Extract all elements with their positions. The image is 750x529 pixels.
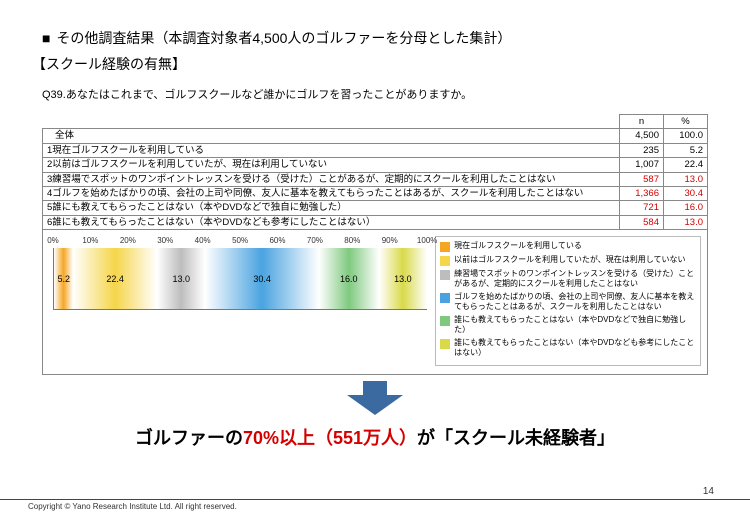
- table-row: 4ゴルフを始めたばかりの頃、会社の上司や同僚、友人に基本を教えてもらったことはあ…: [43, 186, 708, 200]
- row-total-n: 4,500: [620, 129, 664, 143]
- axis-tick: 20%: [120, 236, 136, 245]
- legend-swatch: [440, 316, 450, 326]
- legend-item: 現在ゴルフスクールを利用している: [440, 241, 696, 252]
- row-label: 5誰にも教えてもらったことはない（本やDVDなどで独自に勉強した）: [43, 201, 620, 215]
- legend-item: 練習場でスポットのワンポイントレッスンを受ける（受けた）ことがあるが、定期的にス…: [440, 269, 696, 289]
- bar-segment: 13.0: [157, 248, 206, 309]
- row-n: 587: [620, 172, 664, 186]
- conclusion-emph: 70%以上（551万人）: [243, 428, 417, 448]
- axis-tick: 70%: [307, 236, 323, 245]
- legend-swatch: [440, 270, 450, 280]
- slide-subtitle: 【スクール経験の有無】: [32, 54, 708, 74]
- axis-tick: 80%: [344, 236, 360, 245]
- row-total-pct: 100.0: [664, 129, 708, 143]
- row-pct: 13.0: [664, 215, 708, 229]
- axis-tick: 90%: [382, 236, 398, 245]
- legend-swatch: [440, 339, 450, 349]
- table-row: 2以前はゴルフスクールを利用していたが、現在は利用していない1,00722.4: [43, 158, 708, 172]
- down-arrow-icon: [42, 381, 708, 418]
- legend-label: 誰にも教えてもらったことはない（本やDVDなども参考にしたことはない）: [454, 338, 696, 358]
- row-label: 4ゴルフを始めたばかりの頃、会社の上司や同僚、友人に基本を教えてもらったことはあ…: [43, 186, 620, 200]
- legend-label: 現在ゴルフスクールを利用している: [454, 241, 582, 252]
- question-text: Q39.あなたはこれまで、ゴルフスクールなど誰かにゴルフを習ったことがありますか…: [42, 86, 708, 102]
- legend-item: 誰にも教えてもらったことはない（本やDVDなどで独自に勉強した）: [440, 315, 696, 335]
- axis-tick: 50%: [232, 236, 248, 245]
- axis-tick: 40%: [195, 236, 211, 245]
- row-n: 721: [620, 201, 664, 215]
- legend-label: ゴルフを始めたばかりの頃、会社の上司や同僚、友人に基本を教えてもらったことはある…: [454, 292, 696, 312]
- conclusion-text: ゴルファーの70%以上（551万人）が「スクール未経験者」: [42, 424, 708, 450]
- result-table: n % 全体 4,500 100.0 1現在ゴルフスクールを利用している2355…: [42, 114, 708, 230]
- conclusion-p1: ゴルファーの: [135, 428, 243, 448]
- bar-segment: 13.0: [379, 248, 428, 309]
- row-n: 1,366: [620, 186, 664, 200]
- title-text: その他調査結果（本調査対象者4,500人のゴルファーを分母とした集計）: [56, 30, 511, 46]
- row-label: 3練習場でスポットのワンポイントレッスンを受ける（受けた）ことがあるが、定期的に…: [43, 172, 620, 186]
- chart-legend: 現在ゴルフスクールを利用している以前はゴルフスクールを利用していたが、現在は利用…: [435, 236, 701, 366]
- col-pct: %: [664, 115, 708, 129]
- row-label: 1現在ゴルフスクールを利用している: [43, 143, 620, 157]
- axis-tick: 30%: [157, 236, 173, 245]
- row-label: 6誰にも教えてもらったことはない（本やDVDなども参考にしたことはない）: [43, 215, 620, 229]
- bar-segment: 22.4: [73, 248, 157, 309]
- legend-swatch: [440, 293, 450, 303]
- conclusion-p2: が「スクール未経験者」: [417, 428, 615, 448]
- row-label: 2以前はゴルフスクールを利用していたが、現在は利用していない: [43, 158, 620, 172]
- axis-tick: 60%: [269, 236, 285, 245]
- slide-footer: 14 Copyright © Yano Research Institute L…: [0, 499, 750, 511]
- col-n: n: [620, 115, 664, 129]
- row-n: 1,007: [620, 158, 664, 172]
- row-pct: 30.4: [664, 186, 708, 200]
- table-row: 1現在ゴルフスクールを利用している2355.2: [43, 143, 708, 157]
- row-pct: 22.4: [664, 158, 708, 172]
- bar-segment: 16.0: [319, 248, 379, 309]
- table-row: 3練習場でスポットのワンポイントレッスンを受ける（受けた）ことがあるが、定期的に…: [43, 172, 708, 186]
- row-pct: 13.0: [664, 172, 708, 186]
- bar-segment: 30.4: [205, 248, 318, 309]
- legend-item: 誰にも教えてもらったことはない（本やDVDなども参考にしたことはない）: [440, 338, 696, 358]
- stacked-bar: 5.222.413.030.416.013.0: [53, 248, 427, 310]
- bar-segment: 5.2: [54, 248, 73, 309]
- title-bullet: ■: [42, 30, 50, 46]
- row-pct: 5.2: [664, 143, 708, 157]
- slide-title: ■ その他調査結果（本調査対象者4,500人のゴルファーを分母とした集計）: [42, 28, 708, 48]
- axis-tick: 100%: [417, 236, 437, 245]
- legend-label: 以前はゴルフスクールを利用していたが、現在は利用していない: [454, 255, 685, 266]
- legend-item: ゴルフを始めたばかりの頃、会社の上司や同僚、友人に基本を教えてもらったことはある…: [440, 292, 696, 312]
- legend-label: 練習場でスポットのワンポイントレッスンを受ける（受けた）ことがあるが、定期的にス…: [454, 269, 696, 289]
- table-row: 6誰にも教えてもらったことはない（本やDVDなども参考にしたことはない）5841…: [43, 215, 708, 229]
- row-pct: 16.0: [664, 201, 708, 215]
- chart-container: 0% 10% 20% 30% 40% 50% 60% 70% 80% 90% 100% 5.222.…: [42, 230, 708, 375]
- page-number: 14: [703, 486, 714, 497]
- legend-item: 以前はゴルフスクールを利用していたが、現在は利用していない: [440, 255, 696, 266]
- legend-swatch: [440, 256, 450, 266]
- copyright-text: Copyright © Yano Research Institute Ltd.…: [28, 502, 750, 511]
- chart-axis: 0%10%20%30%40%50%60%70%80%90%100%: [53, 236, 427, 248]
- row-total-label: 全体: [43, 129, 620, 143]
- legend-swatch: [440, 242, 450, 252]
- row-n: 584: [620, 215, 664, 229]
- table-row: 5誰にも教えてもらったことはない（本やDVDなどで独自に勉強した）72116.0: [43, 201, 708, 215]
- legend-label: 誰にも教えてもらったことはない（本やDVDなどで独自に勉強した）: [454, 315, 696, 335]
- axis-tick: 0%: [47, 236, 59, 245]
- row-n: 235: [620, 143, 664, 157]
- axis-tick: 10%: [82, 236, 98, 245]
